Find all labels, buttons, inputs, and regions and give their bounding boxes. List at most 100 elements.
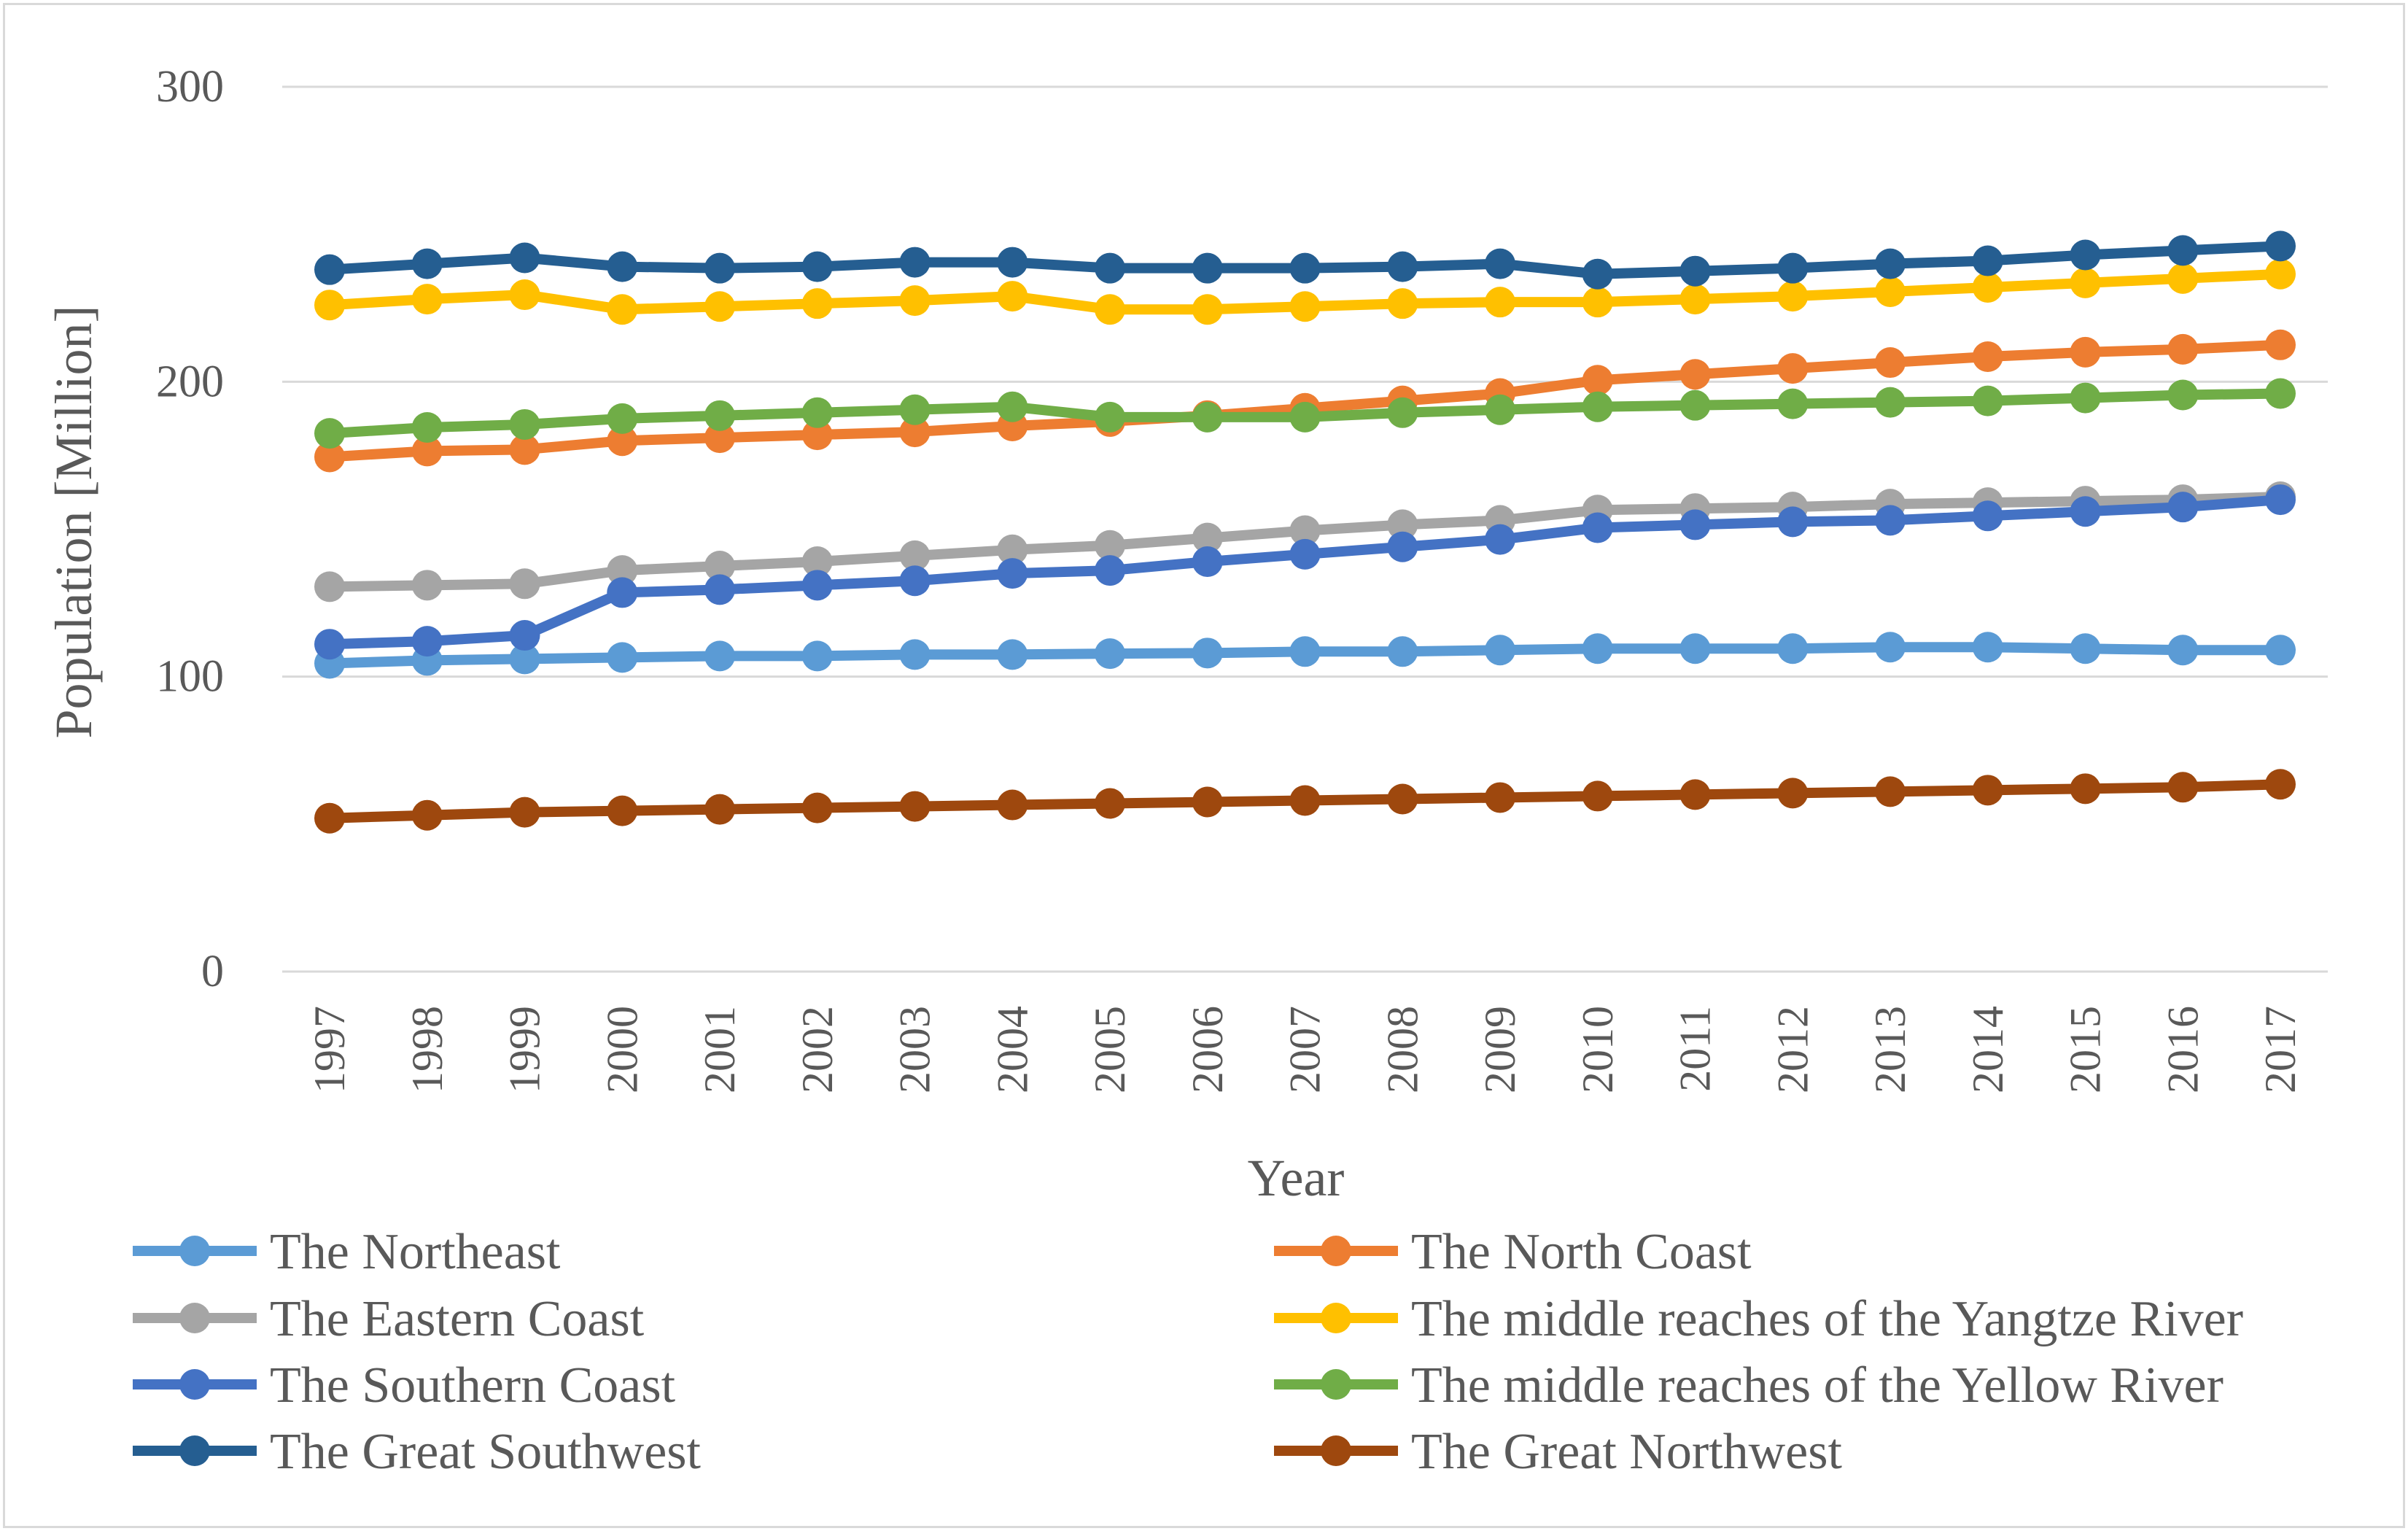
data-point bbox=[2167, 492, 2199, 523]
data-point bbox=[801, 397, 833, 428]
data-point bbox=[1972, 500, 2003, 532]
data-point bbox=[2167, 635, 2199, 666]
x-tick-label: 2000 bbox=[598, 1006, 646, 1093]
data-point bbox=[704, 422, 735, 454]
data-point bbox=[1679, 359, 1711, 390]
gridlines bbox=[282, 85, 2328, 973]
series-3 bbox=[314, 258, 2296, 325]
x-tick-label: 2014 bbox=[1964, 1006, 2012, 1093]
data-point bbox=[1582, 633, 1613, 664]
data-point bbox=[1485, 524, 1515, 555]
data-point bbox=[997, 247, 1028, 278]
data-point bbox=[314, 254, 345, 285]
legend-item-1: The North Coast bbox=[1274, 1224, 1752, 1280]
data-point bbox=[509, 279, 540, 311]
data-point bbox=[314, 418, 345, 449]
data-point bbox=[1972, 341, 2003, 372]
data-point bbox=[1679, 255, 1711, 287]
data-point bbox=[1192, 294, 1223, 325]
line-chart: 0 100 200 300 1997 1998 1999 2000 2001 2002 2003 2… bbox=[44, 62, 2328, 1480]
x-tick-label: 2002 bbox=[793, 1006, 842, 1093]
data-point bbox=[2070, 239, 2101, 271]
data-point bbox=[1679, 509, 1711, 540]
data-point bbox=[509, 796, 540, 828]
chart-frame: 0 100 200 300 1997 1998 1999 2000 2001 2002 2003 2… bbox=[3, 3, 2405, 1528]
data-point bbox=[704, 400, 735, 431]
data-point bbox=[704, 794, 735, 825]
data-point bbox=[2167, 772, 2199, 803]
data-point bbox=[1485, 287, 1515, 318]
x-tick-label: 2010 bbox=[1574, 1006, 1622, 1093]
data-point bbox=[1192, 786, 1223, 818]
data-point bbox=[607, 795, 638, 826]
x-tick-label: 2001 bbox=[696, 1006, 744, 1093]
data-point bbox=[801, 251, 833, 282]
legend-marker bbox=[1321, 1369, 1351, 1400]
data-point bbox=[607, 425, 638, 457]
data-point bbox=[1485, 635, 1515, 666]
x-tick-label: 2006 bbox=[1184, 1006, 1232, 1093]
y-tick-label: 0 bbox=[201, 947, 224, 996]
data-point bbox=[1679, 284, 1711, 315]
data-point bbox=[607, 642, 638, 673]
data-point bbox=[314, 571, 345, 602]
data-point bbox=[1972, 775, 2003, 806]
data-point bbox=[1679, 779, 1711, 810]
data-point bbox=[899, 247, 931, 278]
data-point bbox=[314, 441, 345, 473]
y-axis-ticks: 0 100 200 300 bbox=[156, 62, 224, 996]
legend-marker bbox=[1321, 1236, 1351, 1266]
data-point bbox=[1582, 512, 1613, 543]
data-point bbox=[411, 284, 443, 315]
legend-marker bbox=[1321, 1303, 1351, 1333]
data-point bbox=[2070, 773, 2101, 805]
x-tick-label: 2007 bbox=[1281, 1006, 1329, 1093]
x-tick-label: 1999 bbox=[501, 1006, 549, 1093]
data-point bbox=[1289, 291, 1321, 322]
data-point bbox=[1582, 287, 1613, 318]
legend-item-3: The middle reaches of the Yangtze River bbox=[1274, 1291, 2243, 1347]
data-point bbox=[411, 626, 443, 657]
data-point bbox=[1289, 401, 1321, 433]
y-axis-title: Population [Million] bbox=[44, 306, 103, 739]
data-point bbox=[704, 291, 735, 322]
data-point bbox=[1777, 281, 1809, 312]
data-point bbox=[1387, 251, 1418, 282]
x-axis-title: Year bbox=[1248, 1149, 1345, 1207]
data-point bbox=[607, 251, 638, 282]
data-point bbox=[1289, 538, 1321, 570]
data-point bbox=[1289, 785, 1321, 816]
data-point bbox=[2265, 329, 2296, 360]
series-5 bbox=[314, 378, 2296, 449]
legend-item-2: The Eastern Coast bbox=[133, 1291, 645, 1347]
data-point bbox=[1192, 522, 1223, 554]
data-point bbox=[2070, 633, 2101, 664]
data-point bbox=[801, 546, 833, 577]
data-point bbox=[801, 570, 833, 601]
legend-marker bbox=[1321, 1435, 1351, 1466]
data-point bbox=[607, 294, 638, 325]
data-point bbox=[314, 629, 345, 660]
data-point bbox=[1777, 633, 1809, 664]
data-point bbox=[1972, 385, 2003, 416]
legend-label: The Great Southwest bbox=[270, 1424, 702, 1480]
data-point bbox=[411, 412, 443, 443]
x-tick-label: 2011 bbox=[1671, 1006, 1720, 1092]
data-point bbox=[1777, 353, 1809, 384]
data-point bbox=[2167, 263, 2199, 294]
data-point bbox=[1387, 288, 1418, 319]
legend-marker bbox=[179, 1236, 210, 1266]
data-point bbox=[2265, 484, 2296, 516]
data-point bbox=[1192, 546, 1223, 577]
data-point bbox=[899, 791, 931, 822]
data-point bbox=[1777, 778, 1809, 809]
data-point bbox=[1875, 776, 1906, 807]
data-point bbox=[1192, 401, 1223, 433]
data-point bbox=[1095, 401, 1125, 433]
series-6 bbox=[314, 230, 2296, 290]
x-tick-label: 2008 bbox=[1378, 1006, 1426, 1093]
data-point bbox=[1875, 505, 1906, 536]
data-point bbox=[2265, 635, 2296, 666]
legend-label: The North Coast bbox=[1411, 1224, 1752, 1280]
data-point bbox=[2265, 769, 2296, 800]
